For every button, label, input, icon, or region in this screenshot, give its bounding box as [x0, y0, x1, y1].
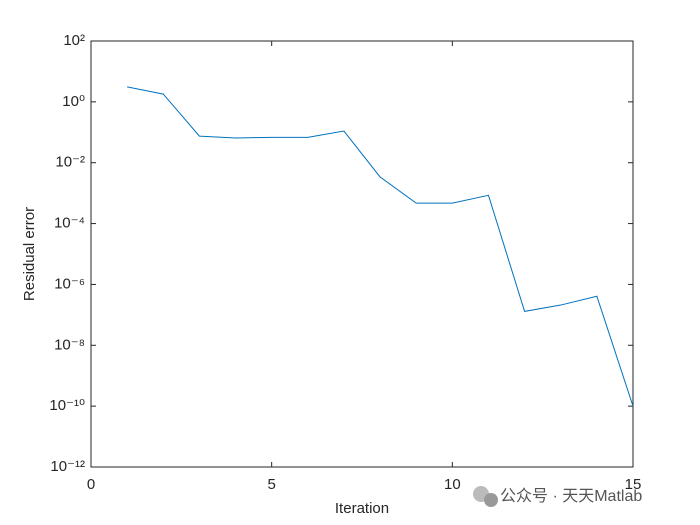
y-tick-label: 10⁻⁴: [54, 215, 85, 232]
y-tick-label: 10⁻⁸: [54, 336, 85, 353]
y-tick-label: 10²: [63, 32, 85, 49]
y-tick-label: 10⁰: [62, 93, 85, 110]
y-axis-label: Residual error: [21, 207, 38, 301]
plot-box: [90, 40, 634, 468]
watermark: 公众号 · 天天Matlab: [473, 486, 642, 507]
data-line: [127, 86, 634, 407]
y-tick-label: 10⁻¹²: [50, 458, 85, 475]
y-tick-label: 10⁻¹⁰: [49, 397, 85, 414]
watermark-icon: [484, 493, 498, 507]
watermark-text: 公众号 · 天天Matlab: [500, 487, 642, 505]
x-tick-label: 10: [444, 476, 461, 493]
x-tick-label: 15: [625, 476, 642, 493]
x-axis-label: Iteration: [335, 500, 389, 517]
x-tick-label: 0: [87, 476, 95, 493]
y-tick-label: 10⁻⁶: [54, 275, 85, 292]
x-tick-label: 5: [267, 476, 275, 493]
y-tick-label: 10⁻²: [55, 154, 85, 171]
